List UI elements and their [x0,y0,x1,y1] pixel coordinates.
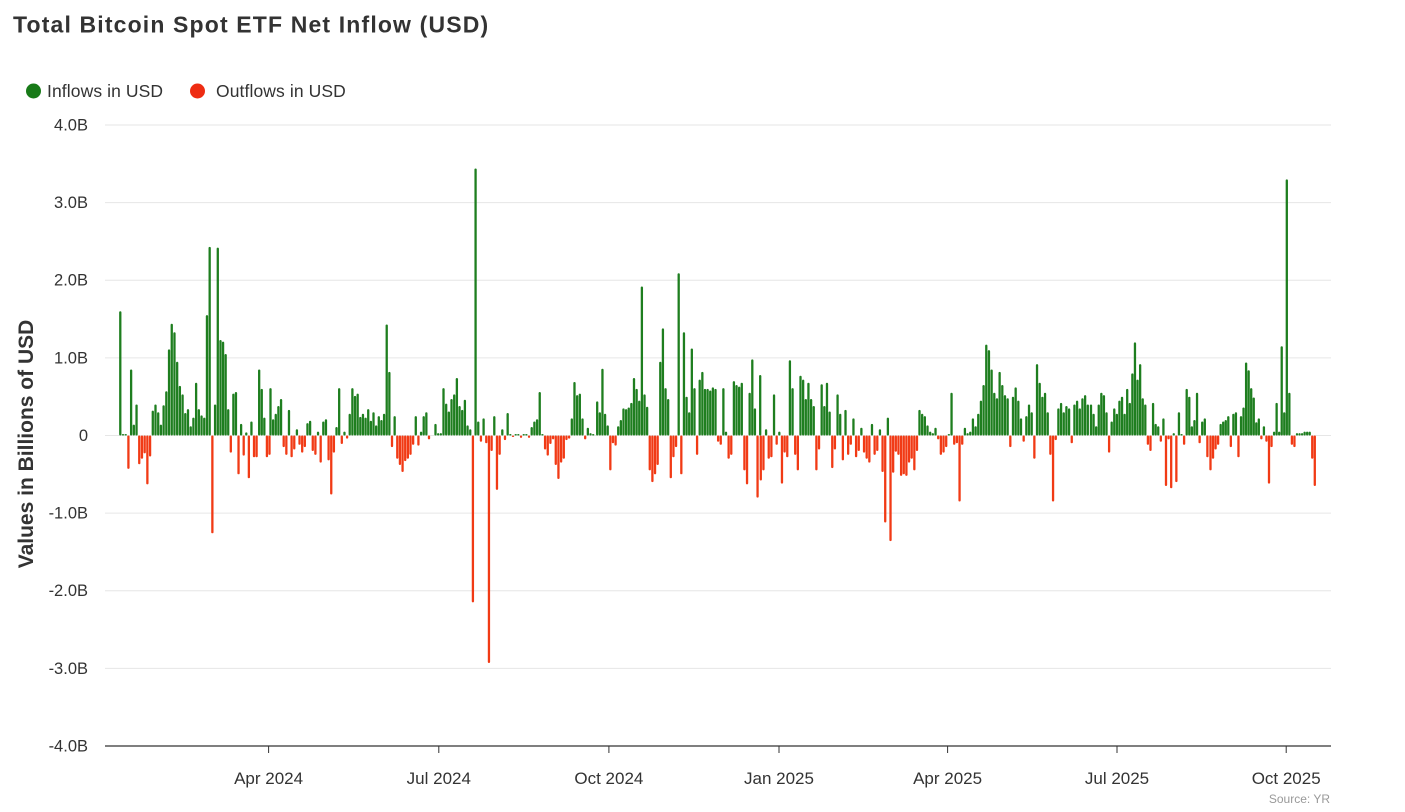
svg-text:Oct 2025: Oct 2025 [1252,769,1321,788]
svg-text:Jan 2025: Jan 2025 [744,769,814,788]
svg-text:-4.0B: -4.0B [49,737,88,755]
svg-text:Outflows in USD: Outflows in USD [216,81,346,101]
svg-text:Jul 2024: Jul 2024 [407,769,471,788]
svg-text:4.0B: 4.0B [54,116,88,134]
svg-text:Source: YR: Source: YR [1269,792,1330,806]
svg-text:3.0B: 3.0B [54,194,88,212]
svg-text:Inflows in USD: Inflows in USD [47,81,163,101]
svg-text:Oct 2024: Oct 2024 [574,769,643,788]
svg-text:1.0B: 1.0B [54,349,88,367]
svg-text:Values in Billions of USD: Values in Billions of USD [15,320,38,569]
svg-text:-3.0B: -3.0B [49,660,88,678]
svg-text:0: 0 [79,427,88,445]
svg-text:Jul 2025: Jul 2025 [1085,769,1149,788]
svg-text:Apr 2025: Apr 2025 [913,769,982,788]
svg-text:Apr 2024: Apr 2024 [234,769,303,788]
svg-text:-1.0B: -1.0B [49,504,88,522]
svg-text:-2.0B: -2.0B [49,582,88,600]
svg-text:Total Bitcoin Spot ETF Net Inf: Total Bitcoin Spot ETF Net Inflow (USD) [13,12,489,38]
svg-text:2.0B: 2.0B [54,272,88,290]
